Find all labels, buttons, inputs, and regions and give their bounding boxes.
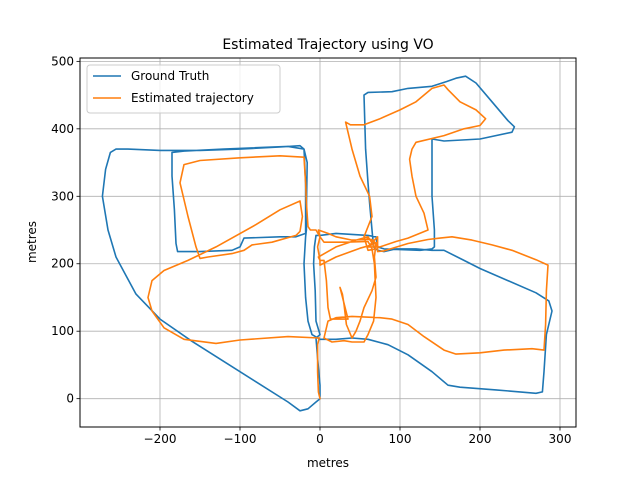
legend-label-ground-truth: Ground Truth — [131, 69, 209, 83]
x-tick-label: 0 — [316, 432, 324, 446]
x-tick-label: 300 — [549, 432, 572, 446]
x-axis-label: metres — [307, 456, 349, 470]
estimated-trajectory-line — [147, 84, 549, 400]
y-tick-label: 500 — [51, 54, 74, 68]
x-tick-label: −100 — [224, 432, 257, 446]
ticks: −200 −100 0 100 200 300 0 100 200 300 400 500 — [51, 54, 571, 446]
x-tick-label: 100 — [389, 432, 412, 446]
chart-title: Estimated Trajectory using VO — [222, 37, 433, 53]
ground-truth-line — [101, 75, 553, 412]
y-tick-label: 0 — [66, 392, 74, 406]
legend: Ground Truth Estimated trajectory — [86, 64, 281, 114]
y-tick-label: 200 — [51, 257, 74, 271]
y-tick-label: 400 — [51, 122, 74, 136]
plot-frame — [79, 57, 577, 428]
grid — [80, 58, 576, 427]
legend-box — [86, 64, 281, 114]
y-tick-label: 300 — [51, 189, 74, 203]
x-tick-label: −200 — [144, 432, 177, 446]
series-lines — [101, 75, 553, 412]
legend-label-estimated: Estimated trajectory — [131, 91, 254, 105]
x-tick-label: 200 — [469, 432, 492, 446]
y-axis-label: metres — [25, 221, 39, 263]
y-tick-label: 100 — [51, 324, 74, 338]
